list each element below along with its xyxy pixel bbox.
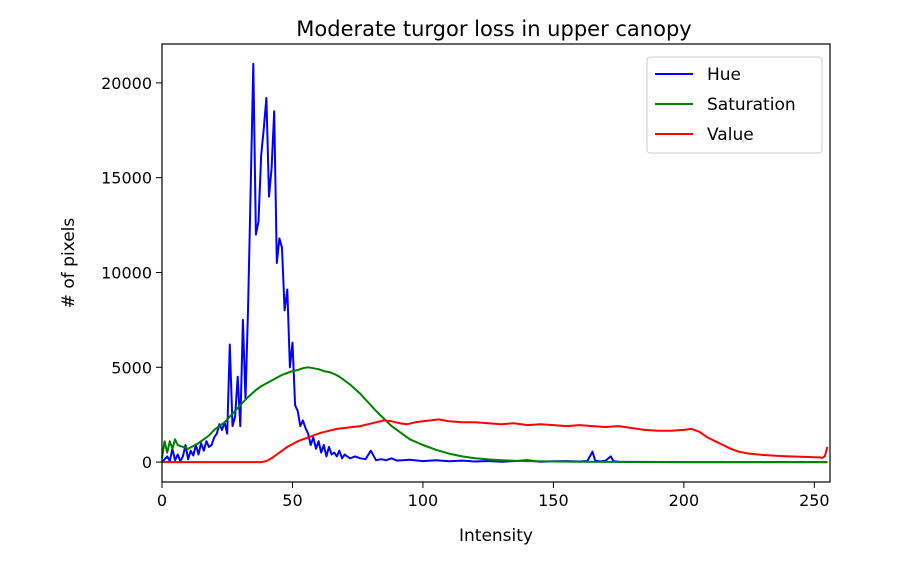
chart-title: Moderate turgor loss in upper canopy — [296, 17, 691, 41]
x-tick-label: 250 — [799, 491, 830, 510]
y-tick-label: 0 — [142, 453, 152, 472]
x-tick-label: 150 — [538, 491, 569, 510]
series-line-saturation — [161, 366, 828, 464]
plot-lines — [161, 62, 829, 464]
legend-label-hue: Hue — [707, 65, 741, 85]
y-axis: 0 5000 10000 15000 20000 — [101, 74, 162, 472]
legend-label-saturation: Saturation — [707, 95, 796, 115]
x-tick-label: 100 — [408, 491, 439, 510]
y-tick-label: 15000 — [101, 169, 152, 188]
y-tick-label: 10000 — [101, 263, 152, 282]
legend: Hue Saturation Value — [646, 56, 823, 154]
x-tick-label: 200 — [669, 491, 700, 510]
y-tick-label: 5000 — [111, 358, 152, 377]
y-axis-label: # of pixels — [59, 218, 79, 309]
y-tick-label: 20000 — [101, 74, 152, 93]
legend-box — [646, 56, 823, 154]
plot-frame — [161, 43, 831, 483]
x-tick-label: 0 — [157, 491, 167, 510]
x-axis-label: Intensity — [459, 526, 533, 546]
legend-label-value: Value — [707, 125, 754, 145]
series-line-value — [162, 418, 829, 464]
x-axis: 0 50 100 150 200 250 — [157, 482, 830, 510]
x-tick-label: 50 — [282, 491, 302, 510]
